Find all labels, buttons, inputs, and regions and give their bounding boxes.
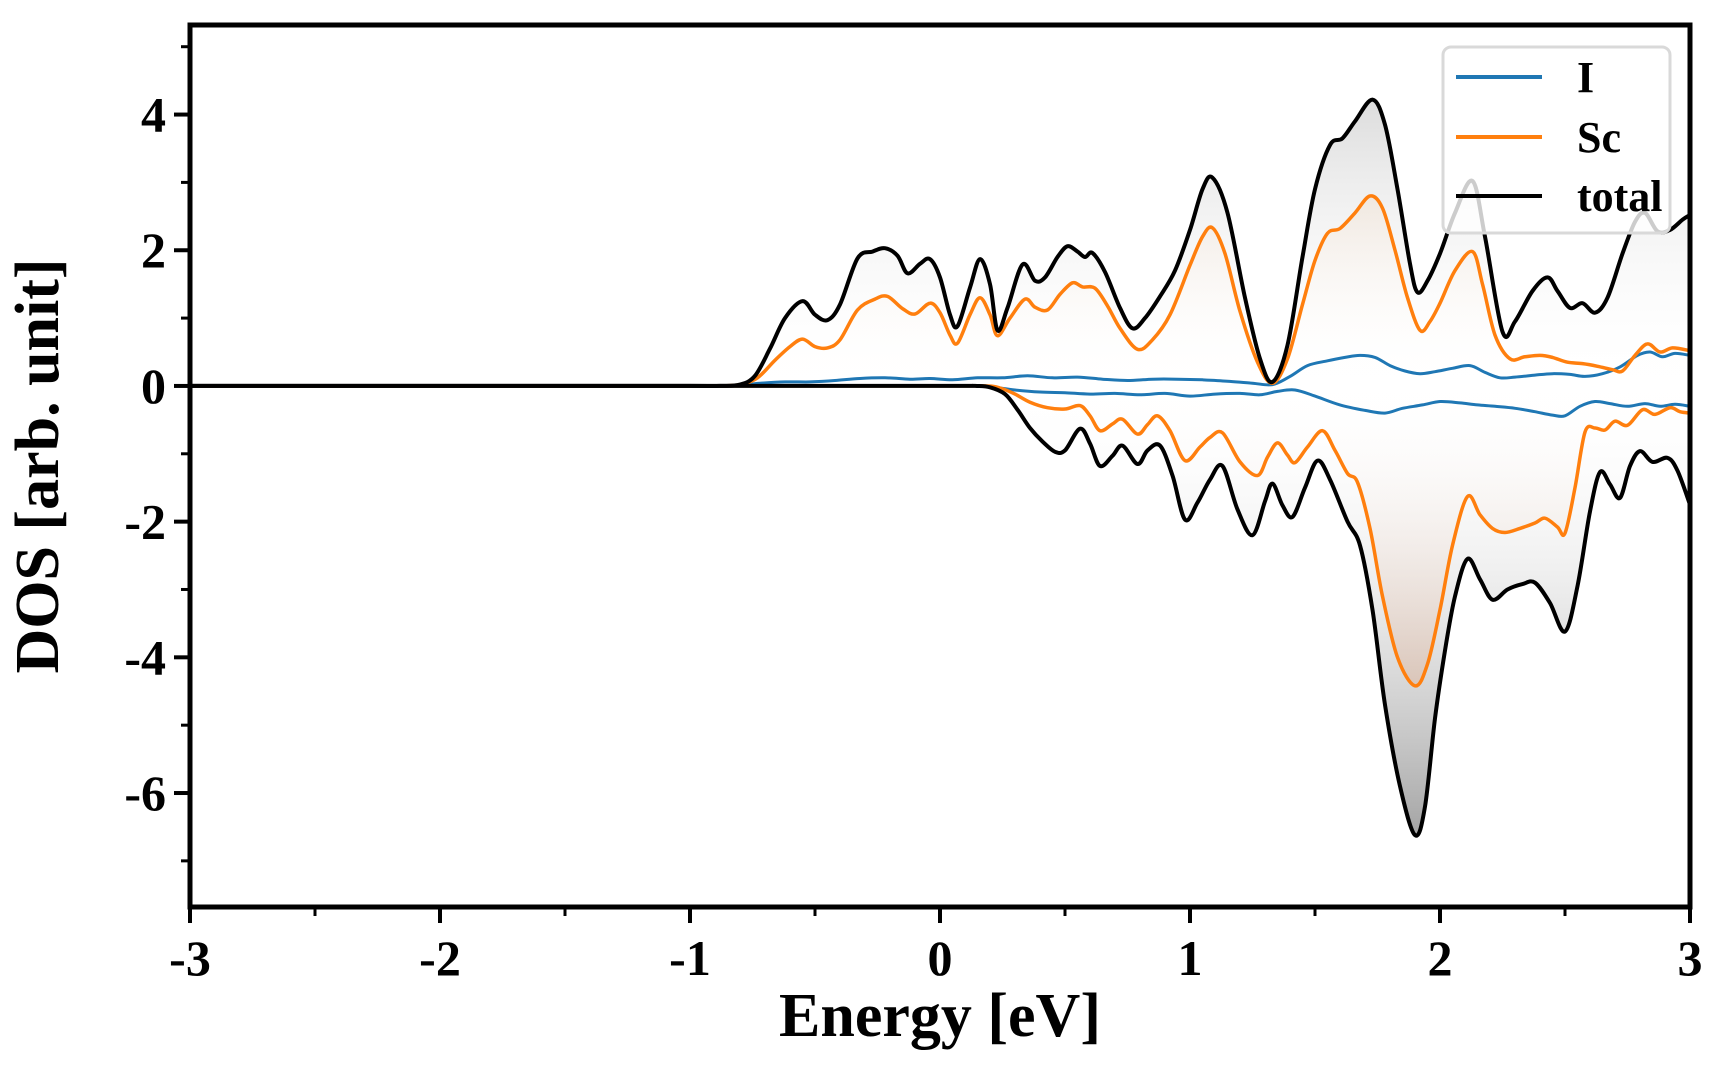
x-tick-label: 2 bbox=[1428, 930, 1453, 986]
legend-item-sc: Sc bbox=[1456, 113, 1621, 162]
y-tick-label: -2 bbox=[124, 494, 166, 550]
sc-spin-down-fill bbox=[190, 385, 1690, 686]
axes: -3 -2 -1 0 1 2 3 4 2 0 -2 -4 -6 Energy [eV] DOS [ar… bbox=[4, 22, 1703, 1050]
legend-item-total: total bbox=[1456, 172, 1663, 221]
y-tick-label: 0 bbox=[141, 358, 166, 414]
i-spin-up-curve bbox=[190, 350, 1690, 388]
legend-item-i: I bbox=[1456, 53, 1594, 102]
total-spin-down-curve bbox=[190, 383, 1690, 838]
total-spin-up-curve bbox=[190, 97, 1690, 389]
i-spin-down-fill bbox=[190, 385, 1690, 417]
legend-label-i: I bbox=[1577, 53, 1594, 102]
y-axis-label: DOS [arb. unit] bbox=[4, 258, 72, 673]
x-tick-label: 1 bbox=[1178, 930, 1203, 986]
x-axis-label: Energy [eV] bbox=[779, 982, 1101, 1050]
legend: I Sc total bbox=[1441, 45, 1672, 235]
legend-label-sc: Sc bbox=[1577, 113, 1621, 162]
i-spin-up-fill bbox=[190, 351, 1690, 386]
sc-spin-up-fill bbox=[190, 195, 1690, 387]
dos-curves bbox=[190, 97, 1690, 838]
x-tick-label: 0 bbox=[928, 930, 953, 986]
y-axis-ticks: 4 2 0 -2 -4 -6 bbox=[124, 45, 190, 863]
legend-label-total: total bbox=[1577, 172, 1663, 221]
x-tick-label: -1 bbox=[669, 930, 711, 986]
y-tick-label: 2 bbox=[141, 222, 166, 278]
sc-spin-down-curve bbox=[190, 384, 1690, 688]
x-axis-ticks: -3 -2 -1 0 1 2 3 bbox=[169, 907, 1703, 986]
y-tick-label: -6 bbox=[124, 765, 166, 821]
area-fills bbox=[190, 99, 1690, 836]
y-tick-label: 4 bbox=[141, 87, 166, 143]
x-tick-label: -3 bbox=[169, 930, 211, 986]
x-tick-label: 3 bbox=[1678, 930, 1703, 986]
y-tick-label: -4 bbox=[124, 629, 166, 685]
sc-spin-up-curve bbox=[190, 194, 1690, 388]
legend-box bbox=[1441, 45, 1672, 235]
x-tick-label: -2 bbox=[419, 930, 461, 986]
